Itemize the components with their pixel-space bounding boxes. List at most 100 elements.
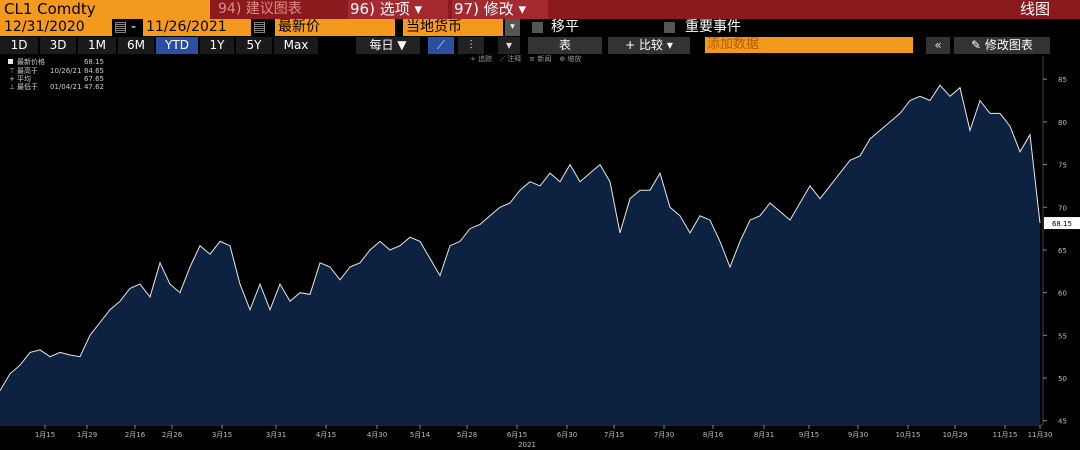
legend-swatch [8,59,13,64]
edit-chart-button[interactable]: ✎ 修改图表 [954,37,1050,54]
edit-chart-text: 修改图表 [984,38,1033,52]
tool[interactable]: ⟋ 注释 [500,55,522,63]
x-tick-label: 3月31 [266,431,286,439]
menu-text: 96) 选项 [350,0,410,18]
legend-stat-date: 01/04/21 [50,83,81,91]
y-tick-label: 70 [1058,204,1067,212]
currency-select[interactable]: 当地货币 [403,19,503,36]
x-tick-label: 5月28 [457,431,477,439]
period-button[interactable]: 1D [0,37,38,54]
x-tick-label: 7月15 [604,431,624,439]
legend-glyph: + [9,75,15,83]
dropdown[interactable]: ▾ [505,19,520,36]
x-tick-label: 9月30 [848,431,868,439]
period-button[interactable]: 6M [118,37,154,54]
checkbox[interactable] [532,22,543,33]
moving-average: 移平 [551,19,579,35]
calendar-icon[interactable]: ▤ [114,19,128,35]
last-value-box [1044,217,1080,230]
period-button[interactable]: 3D [40,37,76,54]
period-button[interactable]: 5Y [236,37,272,54]
field-select[interactable]: 最新价 [275,19,395,36]
tool-text: 追踪 [478,55,493,63]
compare-button[interactable]: + 比较 ▾ [608,37,690,54]
start-date[interactable]: 12/31/2020 [0,19,112,36]
x-tick-label: 2月16 [125,431,146,439]
events: 重要事件 [685,19,741,35]
tool[interactable]: ≡ 新闻 [529,55,552,63]
dropdown[interactable]: ▾ [498,37,520,54]
y-tick-label: 45 [1058,418,1067,426]
menu-item[interactable]: 97) 修改 ▾ [452,0,548,19]
tool[interactable]: ⊕ 缩放 [559,55,582,63]
tool-text: 注释 [507,55,522,63]
legend-name: 最新价格 [17,57,45,66]
y-tick-label: 50 [1058,375,1067,383]
frequency-text: 每日 [369,38,394,52]
legend-stat-value: 47.62 [84,83,104,91]
x-tick-label: 4月30 [367,431,387,439]
x-tick-label: 6月30 [557,431,577,439]
y-tick-label: 55 [1058,332,1067,340]
x-axis-label: 2021 [518,441,536,449]
area-fill [0,85,1040,425]
end-date[interactable]: 11/26/2021 [143,19,251,36]
y-tick-label: 85 [1058,76,1067,84]
tool-text: 新闻 [537,55,552,63]
compare-text: 比较 [639,38,664,52]
x-tick-label: 4月15 [316,431,336,439]
x-tick-label: 10月29 [943,431,968,439]
period-button[interactable]: Max [274,37,318,54]
y-tick-label: 80 [1058,119,1067,127]
legend-stat-value: 67.65 [84,75,104,83]
add-data-input[interactable]: 添加数据 [705,37,913,53]
x-tick-label: 9月15 [799,431,819,439]
collapse-button[interactable]: « [926,37,950,54]
legend-stat-label: 最高于 [17,66,38,75]
menu-item[interactable]: 96) 选项 ▾ [348,0,448,19]
chart-kind: 线图 [1020,0,1051,18]
legend-stat-value: 84.65 [84,67,104,75]
x-tick-label: 5月14 [410,431,431,439]
axis-panel [1043,56,1080,450]
bar-icon[interactable]: ⫶ [458,37,484,54]
tool-bar: + 追踪 ⟋ 注释 ≡ 新闻 ⊕ 缩放 [470,54,589,64]
chart: 45 50 55 60 65 70 75 80 85 1月15 1月29 2月16 2月26 3月15 3月… [0,56,1080,450]
period-button[interactable]: YTD [156,37,198,54]
x-tick-label: 8月31 [754,431,774,439]
ticker[interactable]: CL1 Comdty [0,0,210,19]
legend-stat-date: 10/26/21 [50,67,81,75]
calendar-icon[interactable]: ▤ [253,19,267,35]
tool[interactable]: + 追踪 [470,55,493,63]
x-tick-label: 11月30 [1028,431,1053,439]
x-tick-label: 1月15 [35,431,55,439]
period-button[interactable]: 1M [78,37,116,54]
menu-text: 97) 修改 [454,0,514,18]
x-tick-label: 7月30 [654,431,674,439]
period-button[interactable]: 1Y [200,37,234,54]
x-tick-label: 6月15 [507,431,527,439]
price-line [0,84,1041,392]
y-tick-label: 75 [1058,162,1067,170]
last-value-label: 68.15 [1052,220,1072,228]
menu-item[interactable]: 94) 建议图表 [218,1,302,17]
y-tick-label: 65 [1058,247,1067,255]
separator: - [131,19,137,35]
frequency[interactable]: 每日 ▼ [356,37,420,54]
x-tick-label: 3月15 [212,431,232,439]
legend-glyph: ⊤ [9,67,15,75]
table-button[interactable]: 表 [528,37,602,54]
legend-glyph: ⊥ [9,83,15,91]
checkbox[interactable] [664,22,675,33]
x-tick-label: 8月16 [703,431,724,439]
x-tick-label: 10月15 [896,431,921,439]
legend-stat-label: 最低于 [17,82,38,91]
legend-value: 68.15 [84,58,104,66]
legend-stat-label: 平均 [17,74,31,83]
x-tick-label: 1月29 [77,431,97,439]
y-tick-label: 60 [1058,290,1067,298]
x-tick-label: 2月26 [162,431,183,439]
tool-text: 缩放 [567,55,582,63]
line-icon[interactable]: ⟋ [428,37,454,54]
